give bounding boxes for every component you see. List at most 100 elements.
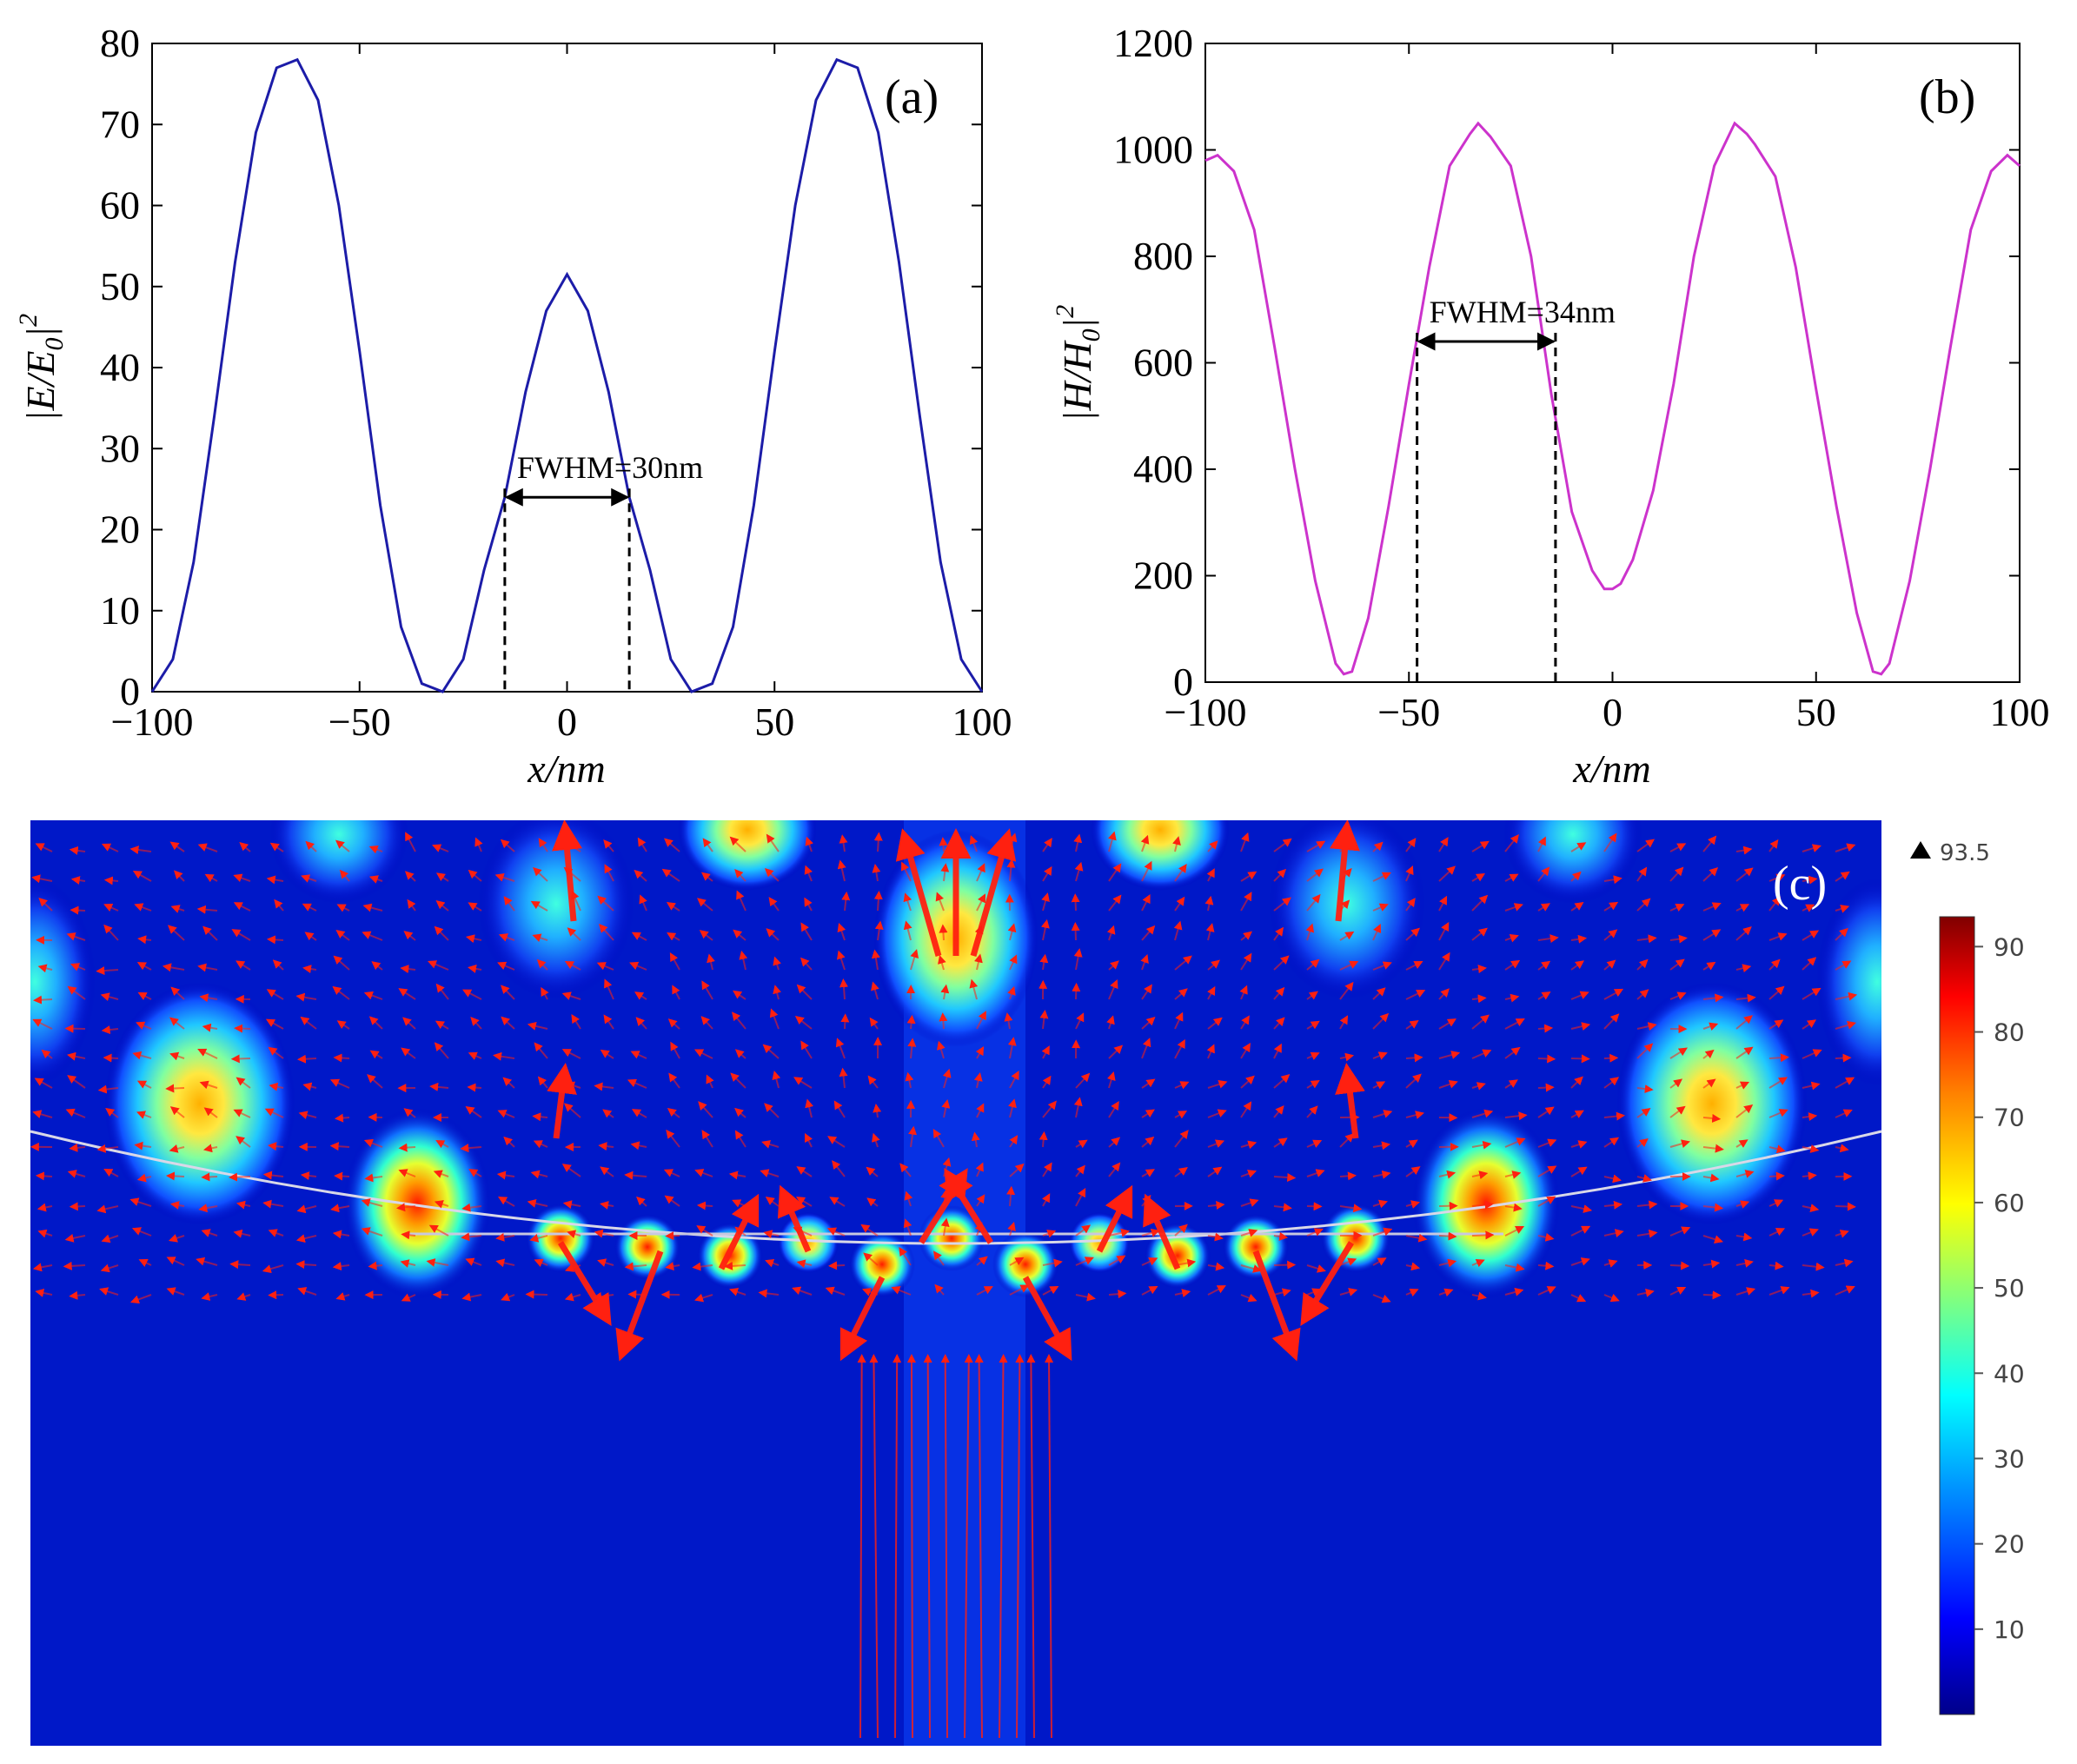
field-arrow — [1669, 934, 1688, 944]
field-arrow — [295, 1234, 317, 1243]
field-arrow — [1537, 1054, 1556, 1064]
field-arrow — [1141, 1016, 1156, 1030]
field-arrow — [764, 868, 780, 882]
field-arrow — [1205, 923, 1215, 941]
field-arrow — [231, 929, 251, 941]
field-arrow — [428, 1224, 449, 1237]
field-arrow — [866, 1166, 879, 1177]
colorbar-max-marker-icon — [1910, 841, 1931, 859]
field-arrow — [1405, 865, 1414, 882]
field-arrow — [1504, 1111, 1528, 1121]
field-arrow — [663, 1169, 680, 1177]
field-arrow — [103, 876, 119, 885]
field-arrow — [101, 1234, 119, 1243]
field-arrow — [96, 966, 119, 976]
field-arrow — [1372, 1012, 1390, 1030]
field-arrow — [1570, 871, 1582, 882]
field-arrow — [1636, 1288, 1655, 1297]
panel-a-y-tick-label: 40 — [100, 345, 140, 389]
field-arrow — [269, 842, 284, 852]
field-arrow — [468, 869, 482, 882]
field-arrow — [1504, 1288, 1524, 1296]
field-arrow — [339, 869, 350, 882]
field-arrow — [1042, 1162, 1052, 1177]
field-arrow — [1405, 990, 1426, 1000]
field-arrow — [70, 876, 86, 885]
field-arrow — [829, 1197, 846, 1207]
field-arrow — [1802, 1171, 1817, 1181]
field-arrow — [534, 1258, 548, 1267]
field-arrow — [1207, 1080, 1228, 1089]
field-arrow — [976, 1011, 986, 1030]
field-arrow — [335, 1292, 350, 1301]
field-arrow — [1735, 1258, 1754, 1268]
field-arrow — [1438, 1231, 1457, 1241]
field-arrow — [939, 1012, 948, 1030]
field-arrow — [1735, 1015, 1753, 1030]
field-arrow — [368, 1016, 383, 1030]
field-arrow — [367, 1074, 383, 1089]
field-arrow — [1075, 1139, 1088, 1149]
field-arrow — [403, 1108, 416, 1118]
field-arrow — [602, 1109, 614, 1118]
field-arrow — [1022, 1276, 1072, 1362]
field-arrow — [773, 985, 781, 1000]
field-arrow — [432, 844, 449, 852]
field-arrow — [940, 1354, 950, 1739]
field-arrow — [1372, 872, 1391, 882]
field-arrow — [268, 1046, 284, 1059]
field-arrow — [1802, 1112, 1818, 1121]
field-arrow — [532, 1112, 548, 1122]
field-arrow — [1108, 1228, 1131, 1237]
field-arrow — [1570, 1204, 1593, 1213]
field-arrow — [1252, 1250, 1301, 1362]
field-arrow — [525, 1290, 548, 1299]
field-arrow — [105, 1107, 119, 1118]
field-arrow — [634, 869, 647, 882]
field-arrow — [362, 931, 383, 941]
panel-a-axes-box — [151, 43, 983, 693]
field-arrow — [1339, 1257, 1357, 1266]
field-arrow — [1207, 1109, 1227, 1118]
field-arrow — [975, 1162, 984, 1177]
field-arrow — [667, 1018, 680, 1030]
field-arrow — [202, 1023, 218, 1032]
field-arrow — [1702, 1235, 1723, 1244]
field-arrow — [1007, 985, 1016, 1000]
field-arrow — [871, 949, 880, 971]
field-arrow — [1108, 894, 1122, 912]
field-arrow — [800, 957, 813, 971]
field-arrow — [1802, 1228, 1819, 1237]
field-arrow — [596, 962, 614, 971]
field-arrow — [497, 1197, 515, 1207]
field-arrow — [1438, 865, 1456, 882]
field-arrow — [1372, 1081, 1386, 1090]
field-arrow — [461, 1203, 482, 1212]
colorbar-tick-label: 80 — [1994, 1018, 2025, 1047]
field-arrow — [474, 837, 483, 852]
field-arrow — [129, 846, 152, 855]
field-arrow — [1240, 1264, 1263, 1273]
field-arrow — [1140, 953, 1149, 971]
field-arrow — [624, 1262, 647, 1271]
field-arrow — [1735, 925, 1752, 941]
field-arrow — [1802, 844, 1822, 852]
field-arrow — [976, 863, 985, 882]
field-arrow — [103, 1168, 119, 1177]
field-arrow — [1072, 982, 1081, 1000]
field-arrow — [169, 1201, 185, 1210]
field-arrow — [552, 820, 582, 922]
field-arrow — [1471, 872, 1486, 882]
field-arrow — [1405, 1200, 1420, 1209]
field-arrow — [262, 1170, 284, 1180]
field-arrow — [634, 991, 647, 1000]
field-arrow — [136, 962, 152, 971]
field-arrow — [1636, 839, 1656, 852]
field-arrow — [1073, 948, 1083, 971]
field-arrow — [874, 920, 884, 941]
field-arrow — [204, 873, 218, 883]
field-arrow — [828, 1261, 846, 1270]
field-arrow — [1405, 1073, 1422, 1089]
field-arrow — [1735, 867, 1754, 882]
